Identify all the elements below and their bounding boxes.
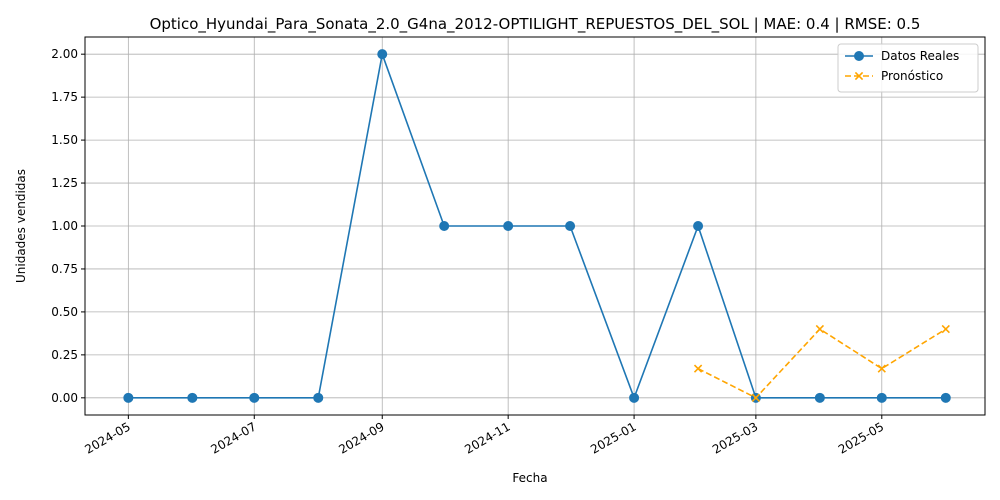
legend-swatch-marker bbox=[854, 71, 864, 81]
x-tick-label: 2025-05 bbox=[836, 419, 886, 456]
data-point bbox=[187, 392, 198, 403]
chart-title: Optico_Hyundai_Para_Sonata_2.0_G4na_2012… bbox=[150, 15, 921, 34]
y-tick-label: 1.75 bbox=[51, 90, 78, 104]
data-point bbox=[693, 221, 704, 231]
data-point bbox=[751, 393, 761, 402]
data-point bbox=[565, 221, 576, 231]
x-tick-label: 2024-11 bbox=[462, 419, 512, 456]
data-point bbox=[629, 392, 640, 403]
legend-swatch-marker bbox=[854, 51, 864, 61]
legend-label: Pronóstico bbox=[881, 69, 943, 83]
y-tick-label: 0.25 bbox=[51, 348, 78, 362]
data-point bbox=[876, 392, 887, 403]
y-tick-label: 1.25 bbox=[51, 176, 78, 190]
x-tick-label: 2024-09 bbox=[336, 419, 386, 456]
series-line bbox=[128, 51, 946, 401]
legend: Datos Reales Pronóstico bbox=[837, 43, 979, 93]
data-point bbox=[123, 392, 134, 403]
data-point bbox=[814, 392, 825, 403]
data-point bbox=[693, 364, 703, 373]
data-point bbox=[877, 364, 886, 373]
x-tick-label: 2024-07 bbox=[208, 419, 258, 456]
data-point bbox=[249, 392, 260, 403]
data-point bbox=[439, 221, 450, 231]
y-tick-label: 1.50 bbox=[51, 133, 78, 147]
x-tick-label: 2025-01 bbox=[588, 419, 638, 456]
data-point bbox=[941, 324, 950, 334]
data-point bbox=[313, 392, 324, 403]
x-axis: 2024-05 2024-07 2024-09 2024-11 2025-01 2025-… bbox=[82, 415, 886, 457]
data-point bbox=[377, 49, 388, 60]
series-pronostico bbox=[693, 324, 950, 402]
data-point bbox=[940, 392, 951, 403]
x-tick-label: 2025-03 bbox=[710, 419, 760, 456]
legend-label: Datos Reales bbox=[881, 49, 959, 63]
data-point bbox=[503, 221, 514, 231]
series-layer bbox=[123, 49, 951, 403]
x-tick-label: 2024-05 bbox=[82, 419, 132, 456]
y-axis: 0.00 0.25 0.50 0.75 1.00 1.25 1.50 1.75 2.00 bbox=[51, 47, 85, 405]
y-tick-label: 1.00 bbox=[51, 219, 78, 233]
grid bbox=[85, 37, 985, 415]
y-tick-label: 0.00 bbox=[51, 391, 78, 405]
y-tick-label: 0.75 bbox=[51, 262, 78, 276]
y-axis-label: Unidades vendidas bbox=[14, 169, 28, 283]
y-tick-label: 2.00 bbox=[51, 47, 78, 61]
data-point bbox=[815, 324, 825, 334]
y-tick-label: 0.50 bbox=[51, 305, 78, 319]
x-axis-label: Fecha bbox=[512, 471, 547, 485]
